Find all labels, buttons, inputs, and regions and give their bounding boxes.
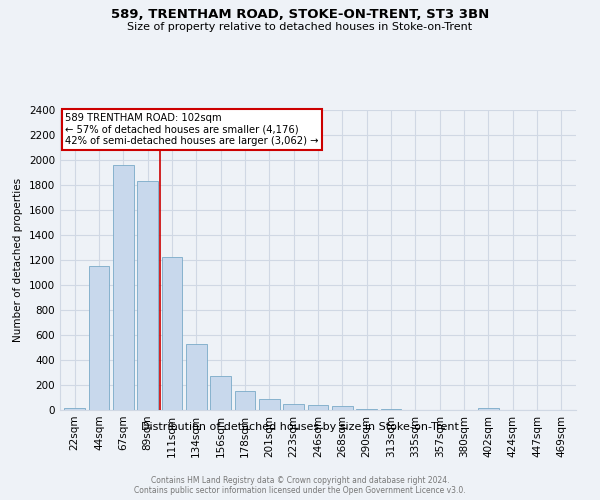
Bar xyxy=(186,344,206,410)
Bar xyxy=(478,408,499,410)
Y-axis label: Number of detached properties: Number of detached properties xyxy=(13,178,23,342)
Text: Contains HM Land Registry data © Crown copyright and database right 2024.
Contai: Contains HM Land Registry data © Crown c… xyxy=(134,476,466,495)
Bar xyxy=(332,406,353,410)
Text: 589, TRENTHAM ROAD, STOKE-ON-TRENT, ST3 3BN: 589, TRENTHAM ROAD, STOKE-ON-TRENT, ST3 … xyxy=(111,8,489,20)
Bar xyxy=(137,180,158,410)
Bar xyxy=(308,405,328,410)
Bar xyxy=(259,400,280,410)
Bar xyxy=(356,409,377,410)
Bar xyxy=(210,376,231,410)
Bar xyxy=(64,408,85,410)
Text: Distribution of detached houses by size in Stoke-on-Trent: Distribution of detached houses by size … xyxy=(141,422,459,432)
Text: Size of property relative to detached houses in Stoke-on-Trent: Size of property relative to detached ho… xyxy=(127,22,473,32)
Bar xyxy=(235,390,256,410)
Bar xyxy=(89,266,109,410)
Text: 589 TRENTHAM ROAD: 102sqm
← 57% of detached houses are smaller (4,176)
42% of se: 589 TRENTHAM ROAD: 102sqm ← 57% of detac… xyxy=(65,113,319,146)
Bar xyxy=(283,404,304,410)
Bar xyxy=(161,257,182,410)
Bar xyxy=(113,165,134,410)
